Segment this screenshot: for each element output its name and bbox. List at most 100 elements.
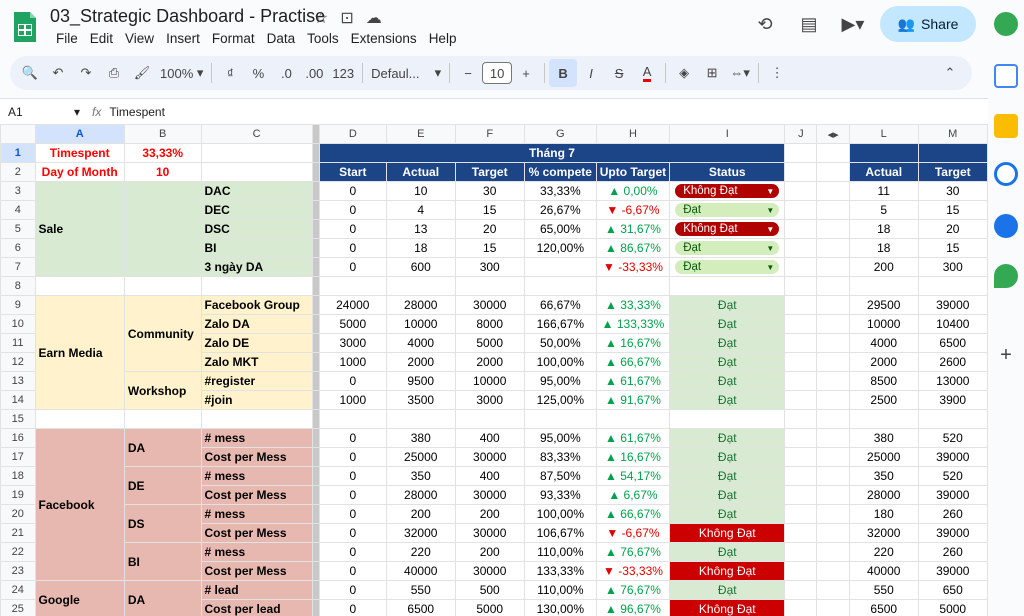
actual-cell[interactable]: 6500 <box>385 599 456 616</box>
status-dropdown-chip[interactable]: Đạt ▼ <box>675 203 780 217</box>
empty-header-cell[interactable] <box>848 143 919 163</box>
subgroup-cell[interactable]: Workshop <box>123 371 202 410</box>
keep-icon[interactable] <box>994 114 1018 138</box>
empty-cell[interactable] <box>123 276 202 296</box>
empty-cell[interactable] <box>784 580 818 600</box>
empty-cell[interactable] <box>669 409 786 429</box>
actual-cell[interactable]: 550 <box>385 580 456 600</box>
upto-target-cell[interactable]: ▼ -6,67% <box>595 200 671 220</box>
percent-compete-cell[interactable]: 65,00% <box>523 219 597 239</box>
empty-cell[interactable] <box>784 390 818 410</box>
upto-target-cell[interactable]: ▲ 6,67% <box>595 485 671 505</box>
earn-media-group-cell[interactable]: Earn Media <box>34 295 125 410</box>
subgroup-cell[interactable] <box>123 181 202 277</box>
right-actual-cell[interactable]: 18 <box>848 219 919 239</box>
subgroup-cell[interactable]: Community <box>123 295 202 372</box>
col-header-m[interactable]: M <box>917 124 988 144</box>
percent-compete-cell[interactable]: 100,00% <box>523 504 597 524</box>
actual-cell[interactable]: 200 <box>385 504 456 524</box>
start-cell[interactable]: 0 <box>318 580 387 600</box>
collapse-toolbar-icon[interactable]: ⌃ <box>944 65 956 80</box>
contacts-icon[interactable] <box>994 214 1018 238</box>
bold-icon[interactable]: B <box>549 59 578 87</box>
right-target-cell[interactable]: 39000 <box>917 295 988 315</box>
borders-icon[interactable]: ⊞ <box>706 65 718 80</box>
upto-target-cell[interactable]: ▲ 76,67% <box>595 580 671 600</box>
percent-compete-cell[interactable]: 66,67% <box>523 295 597 315</box>
actual-cell[interactable]: 2000 <box>385 352 456 372</box>
upto-target-cell[interactable]: ▲ 31,67% <box>595 219 671 239</box>
status-cell[interactable]: Đạt <box>669 485 786 505</box>
metric-name-cell[interactable]: #register <box>200 371 313 391</box>
upto-target-cell[interactable]: ▲ 54,17% <box>595 466 671 486</box>
right-target-cell[interactable]: 10400 <box>917 314 988 334</box>
start-cell[interactable]: 0 <box>318 371 387 391</box>
empty-cell[interactable] <box>784 295 818 315</box>
empty-cell[interactable] <box>784 314 818 334</box>
status-cell[interactable]: Không Đạt <box>669 599 786 616</box>
metric-name-cell[interactable]: BI <box>200 238 313 258</box>
actual-cell[interactable]: 10 <box>385 181 456 201</box>
font-size-input[interactable]: 10 <box>482 62 513 84</box>
upto-target-cell[interactable]: ▼ -33,33% <box>595 561 671 581</box>
row-header[interactable]: 17 <box>0 447 36 467</box>
row-header[interactable]: 18 <box>0 466 36 486</box>
percent-button[interactable]: % <box>252 65 265 81</box>
menu-extensions[interactable]: Extensions <box>350 31 417 46</box>
paint-format-icon[interactable]: 🖌 <box>133 65 151 80</box>
menu-insert[interactable]: Insert <box>166 31 200 46</box>
row-header[interactable]: 24 <box>0 580 36 600</box>
actual-cell[interactable]: 28000 <box>385 295 456 315</box>
right-target-cell[interactable]: 260 <box>917 504 988 524</box>
metric-name-cell[interactable]: DSC <box>200 219 313 239</box>
row-header[interactable]: 5 <box>0 219 36 239</box>
actual-cell[interactable]: 4 <box>385 200 456 220</box>
percent-compete-cell[interactable]: 133,33% <box>523 561 597 581</box>
metric-name-cell[interactable] <box>200 276 313 296</box>
formula-input[interactable]: Timespent <box>109 104 165 119</box>
empty-cell[interactable] <box>784 409 818 429</box>
print-icon[interactable]: ⎙ <box>108 65 120 80</box>
status-cell[interactable]: Đạt ▼ <box>669 238 786 258</box>
empty-cell[interactable] <box>784 257 818 277</box>
undo-icon[interactable]: ↶ <box>52 65 64 80</box>
subgroup-cell[interactable]: DS <box>123 504 202 543</box>
right-actual-cell[interactable]: 10000 <box>848 314 919 334</box>
start-cell[interactable]: 3000 <box>318 333 387 353</box>
empty-cell[interactable] <box>200 162 313 182</box>
right-actual-cell[interactable]: 180 <box>848 504 919 524</box>
empty-cell[interactable] <box>784 523 818 543</box>
empty-cell[interactable] <box>784 504 818 524</box>
row-header[interactable]: 20 <box>0 504 36 524</box>
metric-name-cell[interactable]: DAC <box>200 181 313 201</box>
percent-compete-cell[interactable]: 110,00% <box>523 580 597 600</box>
calendar-icon[interactable] <box>994 64 1018 88</box>
actual-cell[interactable]: 28000 <box>385 485 456 505</box>
currency-icon[interactable]: ₫ <box>227 65 234 81</box>
start-cell[interactable]: 0 <box>318 238 387 258</box>
menu-view[interactable]: View <box>125 31 155 46</box>
row-header[interactable]: 23 <box>0 561 36 581</box>
metric-name-cell[interactable]: Facebook Group <box>200 295 313 315</box>
row-header[interactable]: 11 <box>0 333 36 353</box>
target-cell[interactable]: 15 <box>454 200 525 220</box>
col-header-l[interactable]: L <box>848 124 919 144</box>
right-target-cell[interactable]: 15 <box>917 200 988 220</box>
right-actual-cell[interactable]: 200 <box>848 257 919 277</box>
status-cell[interactable]: Đạt <box>669 333 786 353</box>
col-header-a[interactable]: A <box>34 124 125 144</box>
row-header[interactable]: 2 <box>0 162 36 182</box>
actual-cell[interactable]: 13 <box>385 219 456 239</box>
row-header[interactable]: 1 <box>0 143 36 163</box>
col-header-g[interactable]: G <box>523 124 597 144</box>
right-target-cell[interactable]: 300 <box>917 257 988 277</box>
right-actual-cell[interactable]: 29500 <box>848 295 919 315</box>
upto-target-cell[interactable]: ▲ 16,67% <box>595 333 671 353</box>
col-header-c[interactable]: C <box>200 124 313 144</box>
target-cell[interactable]: 5000 <box>454 333 525 353</box>
empty-cell[interactable] <box>523 276 597 296</box>
status-cell[interactable]: Đạt <box>669 352 786 372</box>
metric-name-cell[interactable]: 3 ngày DA <box>200 257 313 277</box>
status-dropdown-chip[interactable]: Đạt ▼ <box>675 260 780 274</box>
target-cell[interactable]: 300 <box>454 257 525 277</box>
